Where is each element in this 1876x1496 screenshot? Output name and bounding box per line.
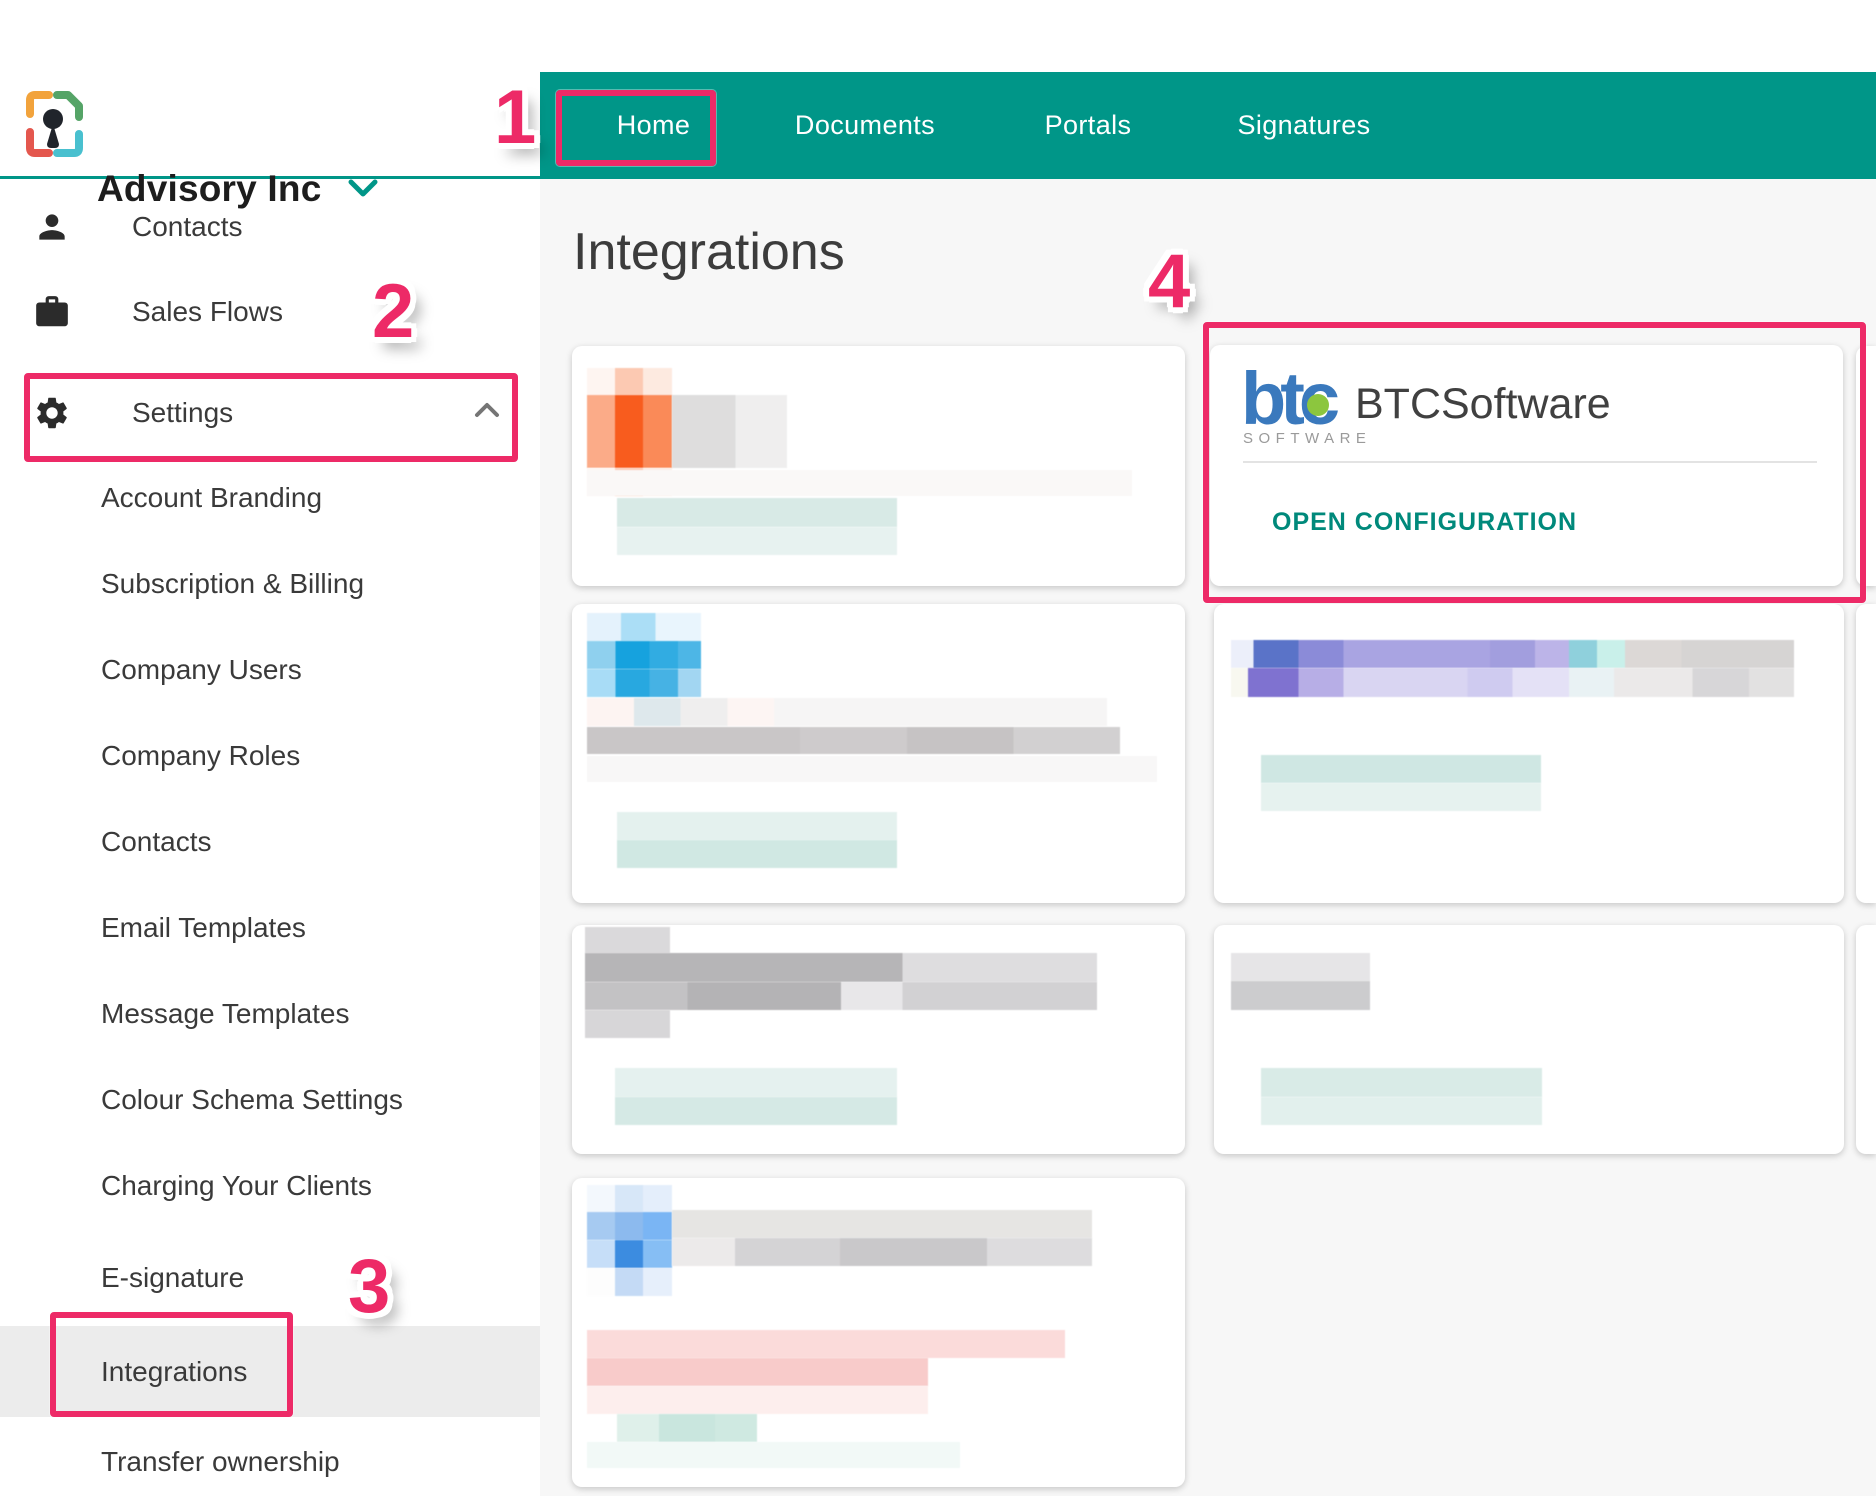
sidebar-subitem-colour-schema-settings[interactable]: Colour Schema Settings: [101, 1084, 403, 1115]
redacted-logo: [587, 1212, 672, 1240]
sidebar: [0, 0, 540, 1496]
brand-switcher[interactable]: Advisory Inc: [0, 70, 400, 209]
sidebar-subitem-message-templates[interactable]: Message Templates: [101, 998, 350, 1029]
sidebar-subitem-contacts[interactable]: Contacts: [101, 826, 212, 857]
redacted-logo: [587, 395, 672, 468]
page-title: Integrations: [573, 223, 845, 281]
person-icon: [39, 214, 65, 240]
redacted-highlight-line: [615, 1097, 897, 1125]
integration-card-btcsoftware[interactable]: [1210, 345, 1843, 586]
redacted-logo: [587, 641, 701, 669]
redacted-logo: [587, 368, 672, 395]
sidebar-item-label: Sales Flows: [132, 296, 283, 327]
redacted-text-line: [672, 1238, 1092, 1266]
card-divider: [1243, 461, 1817, 463]
redacted-logo-bar: [1231, 640, 1794, 668]
redacted-highlight-line: [587, 1442, 960, 1468]
redacted-logo: [585, 1010, 670, 1038]
nav-tab-documents[interactable]: Documents: [794, 110, 936, 140]
redacted-text-line: [587, 1330, 1065, 1358]
sidebar-item-label: Settings: [132, 397, 234, 428]
redacted-text-line: [587, 1386, 928, 1414]
chevron-down-icon[interactable]: [347, 178, 379, 200]
annotation-number-1: 1: [494, 75, 537, 160]
redacted-logo: [587, 669, 701, 697]
redacted-logo-bar: [1231, 668, 1794, 697]
sidebar-subitem-account-branding[interactable]: Account Branding: [101, 482, 323, 513]
integration-card-partial[interactable]: [1856, 346, 1876, 586]
nav-tab-portals[interactable]: Portals: [1044, 110, 1132, 140]
sidebar-subitem-subscription-billing[interactable]: Subscription & Billing: [101, 568, 365, 599]
top-navigation-bar: Home Documents Portals Signatures: [540, 72, 1876, 179]
sidebar-item-contacts[interactable]: Contacts: [0, 207, 540, 247]
redacted-text-line: [585, 982, 1097, 1010]
redacted-text-line: [587, 470, 1132, 496]
btc-logo-subtext: SOFTWARE: [1243, 430, 1372, 447]
redacted-text-line: [672, 395, 787, 468]
redacted-highlight-line: [617, 498, 897, 527]
redacted-logo: [1231, 981, 1370, 1010]
integration-name: BTCSoftware: [1355, 380, 1611, 428]
sidebar-header-divider: [0, 176, 540, 179]
redacted-text-line: [587, 756, 1157, 782]
sidebar-subitem-integrations[interactable]: Integrations: [101, 1356, 248, 1387]
btc-logo-dot-icon: [1307, 394, 1329, 416]
sidebar-selected-row: [0, 1326, 540, 1417]
company-logo-icon: [26, 91, 83, 157]
redacted-logo: [587, 613, 701, 641]
redacted-highlight-line: [617, 840, 897, 868]
redacted-text-line: [587, 698, 1107, 726]
annotation-number-4: 4: [1148, 239, 1191, 324]
nav-tab-signatures[interactable]: Signatures: [1237, 110, 1371, 140]
redacted-highlight-line: [1261, 1068, 1542, 1097]
company-name: Advisory Inc: [97, 168, 322, 209]
sidebar-item-sales-flows[interactable]: Sales Flows: [0, 292, 540, 332]
sidebar-subitem-company-users[interactable]: Company Users: [101, 654, 302, 685]
redacted-logo: [1231, 953, 1370, 981]
redacted-highlight-line: [1261, 783, 1541, 811]
redacted-logo: [587, 1268, 672, 1296]
sidebar-subitem-email-templates[interactable]: Email Templates: [101, 912, 306, 943]
redacted-text-line: [587, 727, 1120, 754]
redacted-highlight-line: [615, 1068, 897, 1097]
redacted-text-line: [672, 1210, 1092, 1238]
redacted-highlight-line: [617, 1414, 757, 1442]
redacted-highlight-line: [1261, 755, 1541, 783]
sidebar-item-settings[interactable]: Settings: [0, 393, 540, 433]
briefcase-icon: [36, 296, 68, 327]
redacted-text-line: [585, 953, 1097, 982]
sidebar-item-label: Contacts: [132, 211, 243, 242]
integration-card-partial[interactable]: [1856, 925, 1876, 1154]
redacted-logo: [587, 1185, 672, 1212]
redacted-logo: [585, 927, 670, 953]
integration-card-partial[interactable]: [1856, 604, 1876, 903]
redacted-logo: [587, 1240, 672, 1268]
redacted-highlight-line: [617, 527, 897, 555]
redacted-text-line: [587, 1358, 928, 1386]
sidebar-subitem-company-roles[interactable]: Company Roles: [101, 740, 301, 771]
annotation-number-3: 3: [348, 1244, 391, 1329]
sidebar-subitem-e-signature[interactable]: E-signature: [101, 1262, 245, 1293]
annotation-number-2: 2: [372, 269, 415, 354]
redacted-highlight-line: [617, 812, 897, 840]
gear-icon: [37, 397, 67, 429]
nav-tab-home[interactable]: Home: [616, 110, 691, 140]
chevron-up-icon[interactable]: [473, 400, 501, 420]
open-configuration-button[interactable]: OPEN CONFIGURATION: [1272, 508, 1578, 536]
sidebar-subitem-charging-your-clients[interactable]: Charging Your Clients: [101, 1170, 372, 1201]
sidebar-subitem-transfer-ownership[interactable]: Transfer ownership: [101, 1446, 340, 1477]
redacted-highlight-line: [1261, 1097, 1542, 1125]
